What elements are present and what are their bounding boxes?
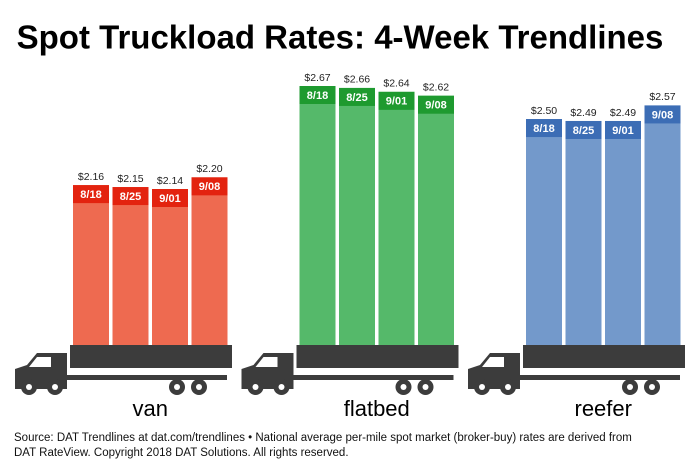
- value-label: $2.66: [344, 74, 370, 86]
- category-label: 9/01: [159, 193, 180, 205]
- category-label: 9/08: [652, 109, 673, 121]
- bar: [605, 120, 641, 345]
- category-label: 9/01: [386, 96, 407, 108]
- value-label: $2.67: [304, 72, 330, 84]
- category-label: 8/25: [573, 125, 594, 137]
- truck: [241, 345, 459, 395]
- hub: [278, 384, 285, 390]
- value-label: $2.50: [531, 105, 557, 117]
- hub: [422, 384, 429, 390]
- bar: [526, 119, 562, 345]
- bar: [418, 95, 454, 345]
- trailer: [523, 345, 685, 368]
- bar: [191, 177, 228, 345]
- chassis: [293, 375, 454, 380]
- value-label: $2.16: [78, 171, 104, 183]
- chassis: [520, 375, 680, 380]
- category-label: 8/18: [307, 90, 328, 102]
- hub: [252, 384, 259, 390]
- value-label: $2.57: [649, 91, 675, 103]
- category-label: 8/25: [346, 92, 367, 104]
- bar: [299, 86, 336, 345]
- hub: [174, 384, 180, 390]
- trailer: [296, 345, 459, 368]
- bar-header: [299, 86, 336, 104]
- bar-header: [378, 91, 415, 110]
- category-label: 9/01: [612, 125, 633, 137]
- truck: [468, 345, 685, 395]
- bar: [644, 105, 681, 345]
- cab-window: [29, 357, 51, 367]
- hub: [26, 384, 32, 390]
- hub: [479, 384, 485, 390]
- bar-header: [526, 119, 562, 138]
- bar: [565, 120, 602, 345]
- bar-header: [644, 105, 681, 124]
- cab-window: [482, 357, 504, 367]
- category-label: 8/25: [120, 191, 141, 203]
- bar-header: [565, 120, 602, 139]
- hub: [627, 384, 633, 390]
- value-label: $2.62: [423, 81, 449, 93]
- category-label: 8/18: [533, 123, 554, 135]
- hub: [505, 384, 511, 390]
- bar-header: [152, 189, 188, 207]
- bar: [339, 87, 375, 346]
- source-line: Source: DAT Trendlines at dat.com/trendl…: [14, 432, 632, 444]
- value-label: $2.49: [610, 107, 636, 119]
- trailer: [70, 345, 232, 368]
- value-label: $2.64: [383, 78, 409, 90]
- hub: [649, 384, 655, 390]
- hub: [400, 384, 407, 390]
- bar-header: [339, 87, 375, 106]
- bar: [152, 189, 188, 345]
- source-line: DAT RateView. Copyright 2018 DAT Solutio…: [14, 447, 349, 459]
- group-label: van: [133, 396, 168, 421]
- cab-window: [255, 357, 278, 367]
- value-label: $2.49: [570, 107, 596, 119]
- bar: [378, 91, 415, 345]
- bar-header: [112, 187, 149, 206]
- category-label: 8/18: [80, 189, 101, 201]
- bar-header: [73, 185, 109, 204]
- category-label: 9/08: [199, 181, 220, 193]
- bar: [112, 187, 149, 345]
- group-label: reefer: [575, 396, 632, 421]
- bar: [73, 185, 109, 345]
- group-label: flatbed: [344, 396, 410, 421]
- hub: [196, 384, 202, 390]
- truck: [15, 345, 232, 395]
- chart-title: Spot Truckload Rates: 4-Week Trendlines: [17, 19, 664, 56]
- bar-header: [418, 95, 454, 114]
- chassis: [67, 375, 227, 380]
- bar-header: [191, 177, 228, 196]
- hub: [52, 384, 58, 390]
- value-label: $2.14: [157, 175, 183, 187]
- bar-header: [605, 120, 641, 139]
- value-label: $2.15: [117, 173, 143, 185]
- value-label: $2.20: [196, 163, 222, 175]
- category-label: 9/08: [425, 100, 446, 112]
